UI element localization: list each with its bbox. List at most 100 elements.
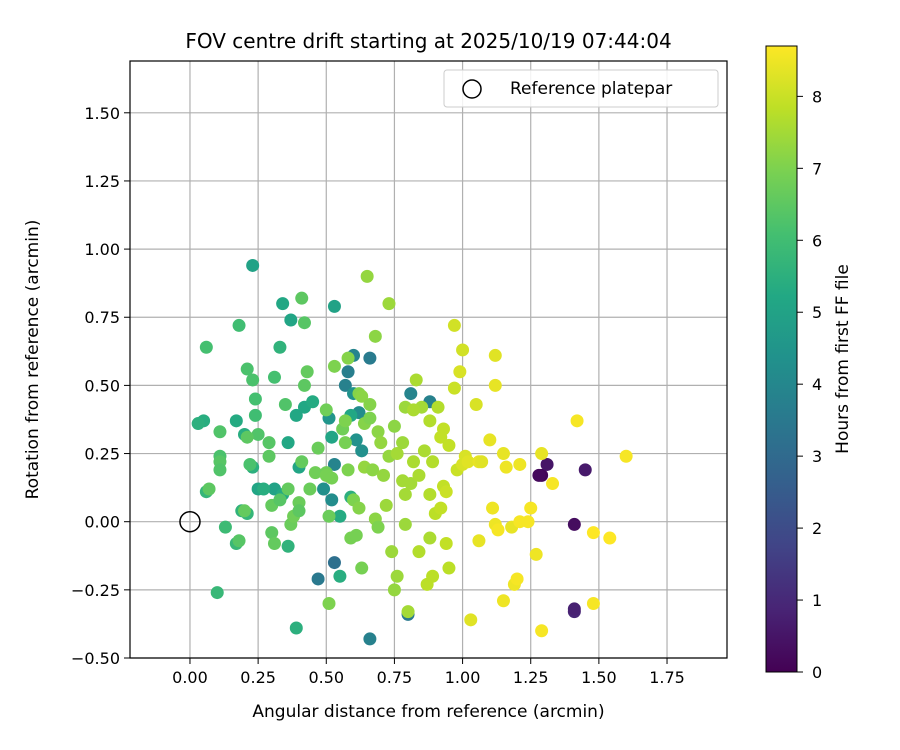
data-point — [327, 359, 341, 373]
y-tick-label: 1.00 — [84, 240, 120, 259]
data-point — [510, 572, 524, 586]
data-point — [472, 534, 486, 548]
data-point — [578, 463, 592, 477]
data-point — [202, 482, 216, 496]
data-point — [278, 397, 292, 411]
data-point — [319, 403, 333, 417]
data-point — [248, 408, 262, 422]
data-point — [303, 482, 317, 496]
x-axis-title: Angular distance from reference (arcmin) — [252, 702, 604, 722]
x-tick-label: 1.50 — [581, 668, 617, 687]
data-point — [401, 605, 415, 619]
x-tick-label: 0.00 — [172, 668, 208, 687]
data-point — [377, 468, 391, 482]
data-point — [327, 556, 341, 570]
chart-title: FOV centre drift starting at 2025/10/19 … — [185, 29, 671, 53]
data-point — [464, 613, 478, 627]
data-point — [461, 455, 475, 469]
data-point — [390, 447, 404, 461]
data-point — [475, 455, 489, 469]
colorbar-title: Hours from first FF file — [833, 264, 853, 454]
data-point — [567, 602, 581, 616]
data-point — [488, 348, 502, 362]
y-tick-label: −0.25 — [71, 581, 120, 600]
data-point — [456, 343, 470, 357]
data-point — [442, 438, 456, 452]
data-point — [281, 436, 295, 450]
data-point — [273, 493, 287, 507]
data-point — [486, 501, 500, 515]
data-point — [325, 430, 339, 444]
data-point — [423, 487, 437, 501]
data-point — [524, 501, 538, 515]
data-point — [360, 269, 374, 283]
data-point — [439, 485, 453, 499]
data-point — [237, 504, 251, 518]
data-point — [436, 422, 450, 436]
data-point — [265, 526, 279, 540]
data-point — [396, 436, 410, 450]
data-point — [341, 365, 355, 379]
data-point — [363, 632, 377, 646]
data-point — [199, 340, 213, 354]
data-point — [379, 498, 393, 512]
y-axis-title: Rotation from reference (arcmin) — [23, 220, 43, 500]
data-point — [447, 318, 461, 332]
data-point — [257, 482, 271, 496]
data-point — [426, 455, 440, 469]
y-tick-label: 1.50 — [84, 104, 120, 123]
data-point — [363, 397, 377, 411]
data-point — [333, 569, 347, 583]
data-point — [311, 572, 325, 586]
x-tick-label: 1.00 — [445, 668, 481, 687]
data-point — [374, 436, 388, 450]
data-point — [262, 449, 276, 463]
data-point — [232, 534, 246, 548]
data-point — [442, 561, 456, 575]
data-point — [447, 381, 461, 395]
legend-label: Reference platepar — [510, 79, 672, 99]
data-point — [412, 545, 426, 559]
data-point — [535, 447, 549, 461]
data-point — [423, 414, 437, 428]
legend: Reference platepar — [443, 69, 719, 108]
data-point — [229, 414, 243, 428]
data-point — [267, 370, 281, 384]
data-point — [398, 487, 412, 501]
data-point — [325, 493, 339, 507]
data-point — [398, 517, 412, 531]
data-point — [325, 471, 339, 485]
colorbar-tick-label: 3 — [812, 447, 822, 466]
data-point — [284, 313, 298, 327]
data-point — [289, 408, 303, 422]
data-point — [262, 436, 276, 450]
data-point — [407, 403, 421, 417]
colorbar-tick-label: 4 — [812, 375, 822, 394]
data-point — [276, 297, 290, 311]
data-point — [295, 291, 309, 305]
y-tick-label: 1.25 — [84, 172, 120, 191]
colorbar-tick-label: 6 — [812, 231, 822, 250]
data-point — [619, 449, 633, 463]
data-point — [243, 457, 257, 471]
data-point — [273, 340, 287, 354]
data-point — [371, 520, 385, 534]
data-point — [469, 397, 483, 411]
data-point — [387, 419, 401, 433]
x-tick-label: 0.50 — [308, 668, 344, 687]
data-point — [300, 365, 314, 379]
data-point — [513, 457, 527, 471]
grid — [130, 61, 727, 659]
data-point — [423, 531, 437, 545]
data-points — [191, 258, 633, 646]
data-point — [453, 365, 467, 379]
data-point — [308, 466, 322, 480]
data-point — [409, 373, 423, 387]
data-point — [338, 378, 352, 392]
data-point — [327, 299, 341, 313]
reference-platepar-marker — [179, 510, 201, 533]
data-point — [496, 594, 510, 608]
data-point — [417, 444, 431, 458]
colorbar-gradient — [765, 45, 798, 673]
data-point — [355, 444, 369, 458]
